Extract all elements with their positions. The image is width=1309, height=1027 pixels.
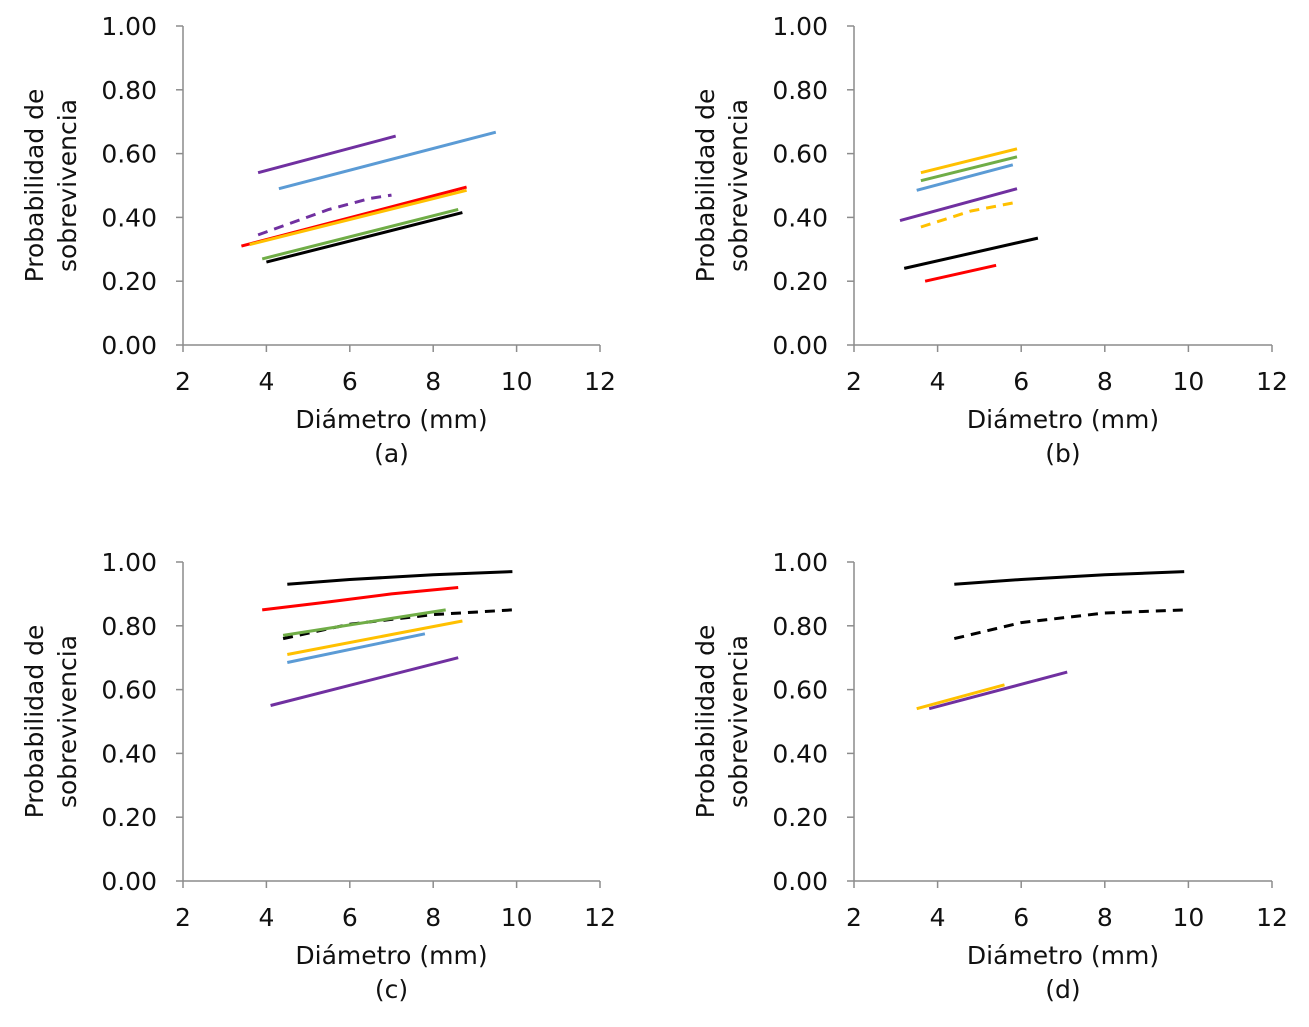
x-tick-label: 6: [1013, 903, 1029, 932]
x-tick-label: 6: [1013, 367, 1029, 396]
panel-a: 0.00 0.20 0.40 0.60 0.80 1.00 2 4 6 8 10 12 Diámetro…: [20, 12, 616, 468]
y-tick-label: 0.40: [101, 739, 157, 768]
y-tick-label: 1.00: [772, 548, 828, 577]
series-line-4: [899, 187, 1018, 223]
x-tick-label: 4: [258, 903, 274, 932]
y-tick-label: 0.60: [101, 140, 157, 169]
series-line-1: [954, 570, 1185, 586]
x-tick-label: 8: [1097, 903, 1113, 932]
x-tick-label: 12: [1256, 903, 1288, 932]
x-tick-label: 8: [425, 367, 441, 396]
series-line-6: [261, 207, 459, 261]
y-axis-title-line-2: sobrevivencia: [724, 635, 753, 808]
x-tick-label: 6: [342, 367, 358, 396]
series-line-3: [916, 683, 1005, 711]
series-line-2: [920, 155, 1018, 183]
y-axis-title-line-2: sobrevivencia: [53, 99, 82, 272]
y-tick-label: 0.20: [772, 803, 828, 832]
y-tick-label: 0.80: [772, 76, 828, 105]
y-tick-label: 1.00: [101, 12, 157, 41]
y-tick-label: 0.00: [772, 331, 828, 360]
series-line-6: [903, 236, 1039, 270]
x-tick-label: 10: [501, 367, 533, 396]
y-tick-label: 0.60: [772, 140, 828, 169]
y-tick-label: 0.40: [772, 203, 828, 232]
x-tick-label: 8: [425, 903, 441, 932]
x-tick-label: 4: [930, 903, 946, 932]
x-tick-label: 12: [1256, 367, 1288, 396]
y-tick-label: 0.00: [772, 867, 828, 896]
y-tick-label: 0.20: [772, 267, 828, 296]
x-axis-title: Diámetro (mm): [967, 941, 1159, 970]
series-line-7: [270, 656, 459, 707]
panel-label: (a): [374, 439, 409, 468]
y-tick-label: 1.00: [772, 12, 828, 41]
series-line-5: [249, 188, 467, 246]
x-tick-label: 12: [584, 367, 616, 396]
y-axis-title-line-1: Probabilidad de: [691, 89, 720, 283]
x-tick-label: 8: [1097, 367, 1113, 396]
series-line-1: [257, 134, 397, 175]
y-tick-label: 0.00: [101, 331, 157, 360]
x-tick-label: 2: [175, 903, 191, 932]
y-axis-title-line-1: Probabilidad de: [20, 89, 49, 283]
series-line-2: [262, 586, 459, 612]
series-line-3-dashed: [257, 193, 392, 237]
x-tick-label: 2: [175, 367, 191, 396]
y-tick-label: 0.40: [772, 739, 828, 768]
y-tick-label: 0.20: [101, 803, 157, 832]
x-tick-label: 12: [584, 903, 616, 932]
series-line-1: [287, 570, 513, 586]
series-line-3: [916, 163, 1014, 192]
panel-c: 0.00 0.20 0.40 0.60 0.80 1.00 2 4 6 8 10 12 Diámetro…: [20, 548, 616, 1004]
panel-label: (c): [375, 975, 408, 1004]
series-line-1: [920, 147, 1018, 175]
x-tick-label: 10: [1172, 367, 1204, 396]
y-tick-label: 0.20: [101, 267, 157, 296]
series-line-2-dashed: [953, 608, 1185, 641]
x-tick-label: 2: [846, 903, 862, 932]
series-line-7: [924, 263, 997, 283]
y-tick-label: 0.60: [101, 676, 157, 705]
panel-b: 0.00 0.20 0.40 0.60 0.80 1.00 2 4 6 8 10 12 Diámetro…: [691, 12, 1288, 468]
x-tick-label: 6: [342, 903, 358, 932]
series-line-2: [278, 130, 497, 191]
y-axis-title-line-1: Probabilidad de: [691, 625, 720, 819]
x-axis-title: Diámetro (mm): [295, 941, 487, 970]
y-tick-label: 0.60: [772, 676, 828, 705]
y-axis-title-line-1: Probabilidad de: [20, 625, 49, 819]
x-tick-label: 4: [930, 367, 946, 396]
y-tick-label: 0.80: [772, 612, 828, 641]
y-tick-label: 0.80: [101, 612, 157, 641]
series-line-4: [928, 670, 1068, 711]
x-tick-label: 10: [501, 903, 533, 932]
series-line-5: [287, 619, 463, 656]
x-tick-label: 10: [1172, 903, 1204, 932]
series-line-4: [282, 608, 446, 637]
series-line-7: [266, 211, 463, 264]
panel-label: (b): [1045, 439, 1080, 468]
x-axis-title: Diámetro (mm): [967, 405, 1159, 434]
series-line-6: [286, 632, 426, 664]
y-axis-title-line-2: sobrevivencia: [53, 635, 82, 808]
series-line-5-dashed: [920, 201, 1014, 229]
y-tick-label: 0.00: [101, 867, 157, 896]
y-tick-label: 0.80: [101, 76, 157, 105]
panel-label: (d): [1045, 975, 1080, 1004]
panel-d: 0.00 0.20 0.40 0.60 0.80 1.00 2 4 6 8 10 12 Diámetro…: [691, 548, 1288, 1004]
y-tick-label: 0.40: [101, 203, 157, 232]
x-tick-label: 2: [846, 367, 862, 396]
x-tick-label: 4: [258, 367, 274, 396]
y-axis-title-line-2: sobrevivencia: [724, 99, 753, 272]
y-tick-label: 1.00: [101, 548, 157, 577]
x-axis-title: Diámetro (mm): [295, 405, 487, 434]
